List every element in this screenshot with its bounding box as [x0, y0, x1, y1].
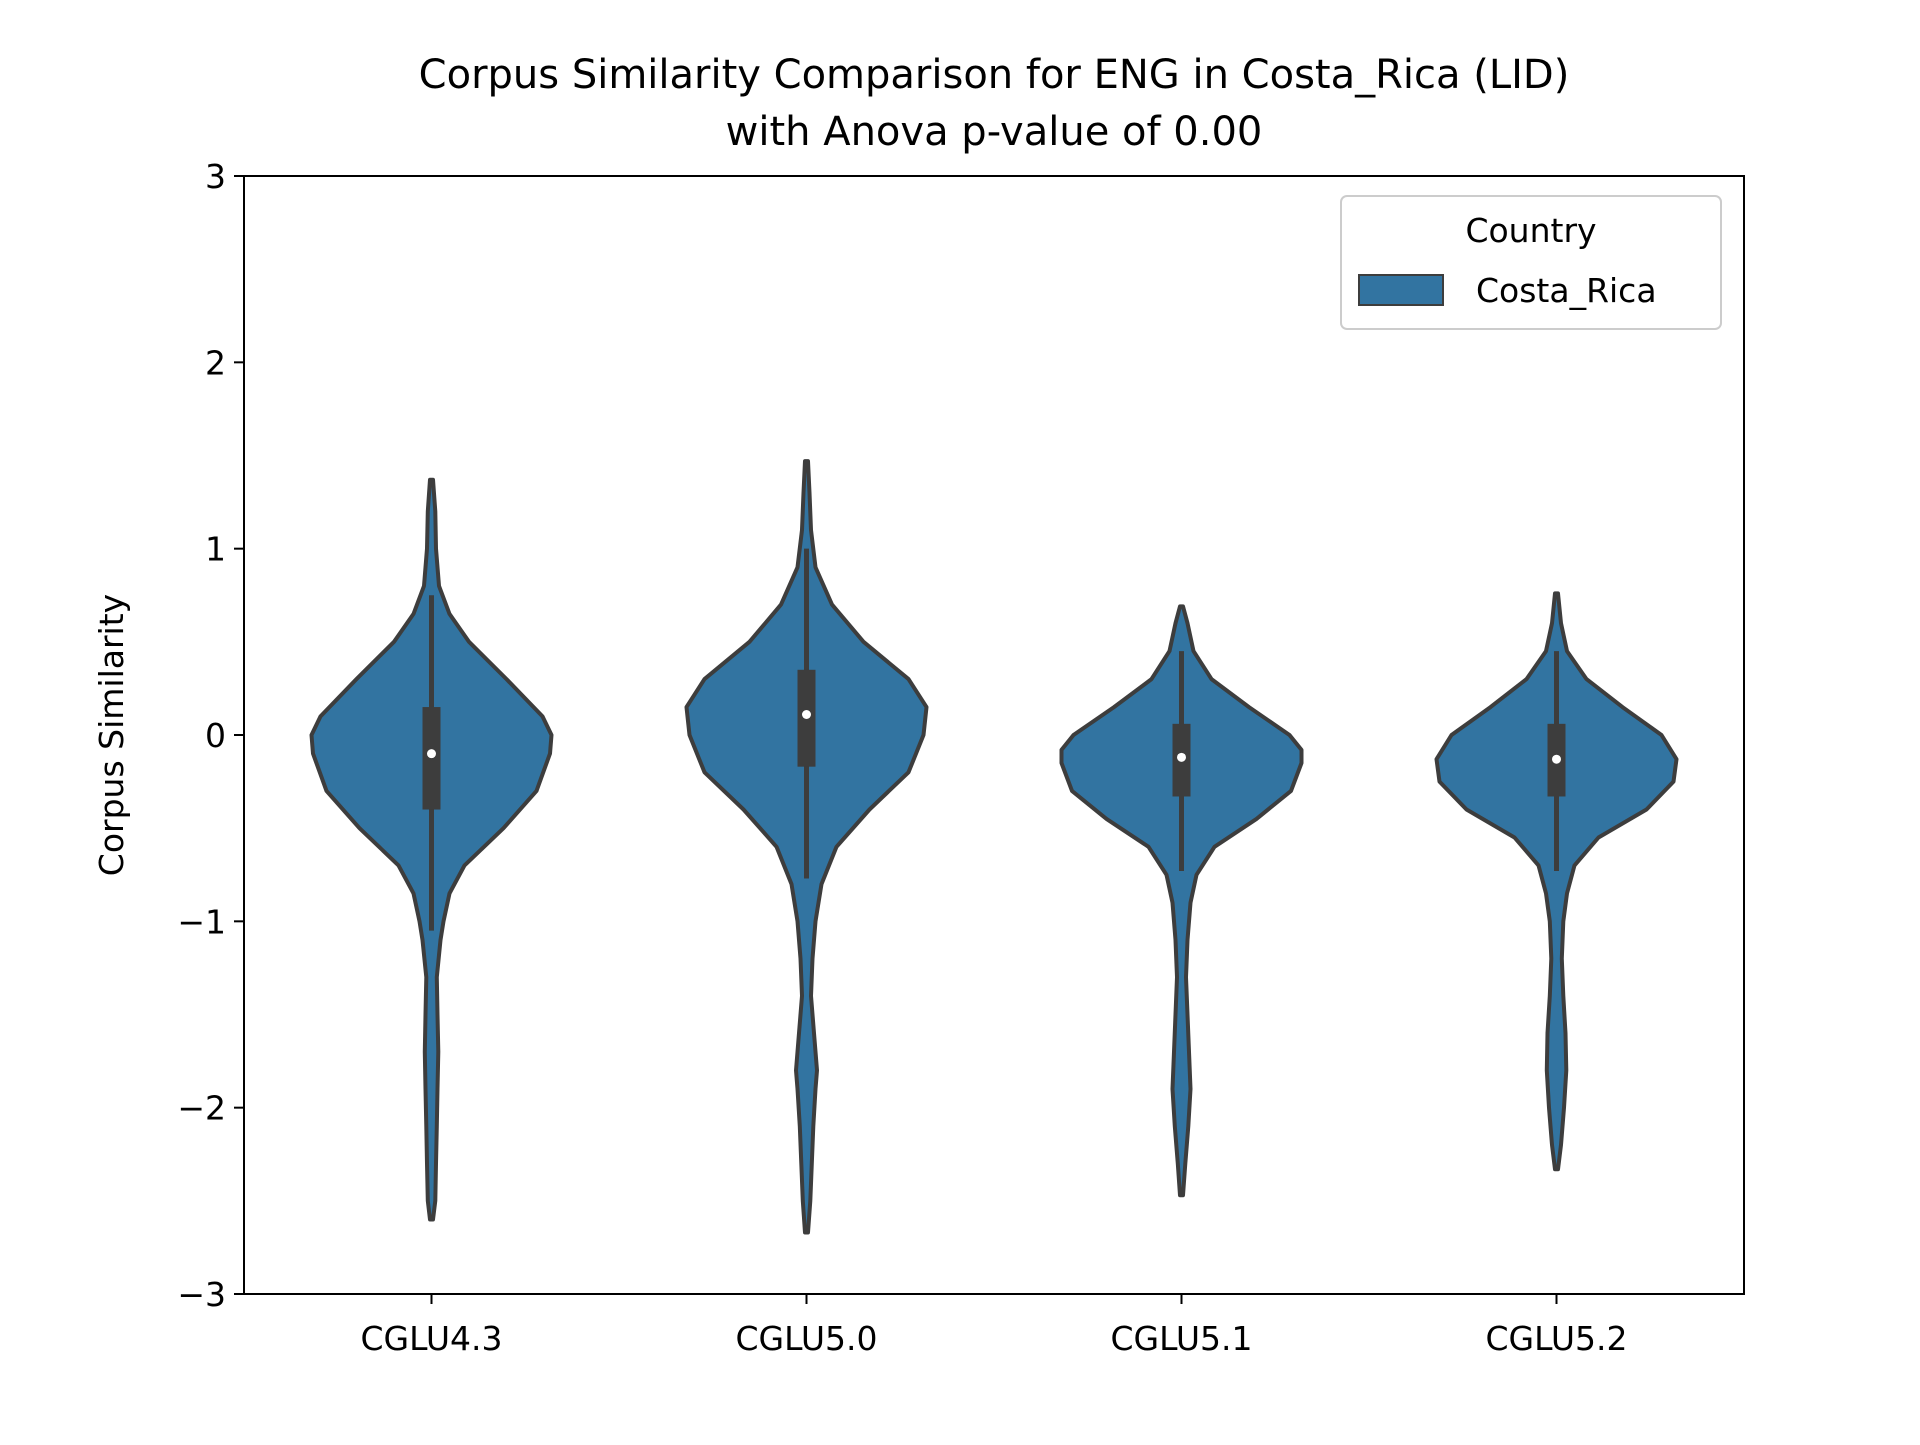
violin-median-dot: [1552, 754, 1561, 764]
y-axis: −3 −2 −1 0 1 2 3: [177, 157, 244, 1314]
x-tick-label: CGLU5.0: [736, 1319, 878, 1358]
y-tick-label: −3: [177, 1275, 226, 1314]
chart-subtitle: with Anova p-value of 0.00: [726, 109, 1263, 155]
chart-title: Corpus Similarity Comparison for ENG in …: [419, 52, 1570, 98]
x-tick-label: CGLU5.2: [1486, 1319, 1628, 1358]
legend-swatch-costa-rica: [1358, 274, 1444, 306]
legend-title: Country: [1465, 211, 1596, 250]
violin-iqr-box: [422, 707, 441, 810]
x-tick-label: CGLU4.3: [361, 1319, 503, 1358]
y-tick-label: 2: [205, 343, 226, 382]
violin-body: [1059, 604, 1304, 1198]
y-tick-label: −1: [177, 902, 226, 941]
x-axis: CGLU4.3 CGLU5.0 CGLU5.1 CGLU5.2: [361, 1294, 1628, 1358]
violin-body: [1434, 591, 1679, 1172]
violin-median-dot: [427, 749, 436, 759]
y-tick-label: 3: [205, 157, 226, 196]
legend-entry-costa-rica: Costa_Rica: [1476, 271, 1657, 310]
y-tick-label: 1: [205, 530, 226, 569]
x-tick-label: CGLU5.1: [1111, 1319, 1253, 1358]
plot-area: [309, 459, 1679, 1235]
y-tick-label: 0: [205, 716, 226, 755]
violin-median-dot: [802, 710, 811, 720]
legend: Country Costa_Rica: [1340, 195, 1722, 330]
y-axis-label: Corpus Similarity: [92, 594, 131, 876]
violin-median-dot: [1177, 752, 1186, 762]
y-tick-label: −2: [177, 1089, 226, 1128]
